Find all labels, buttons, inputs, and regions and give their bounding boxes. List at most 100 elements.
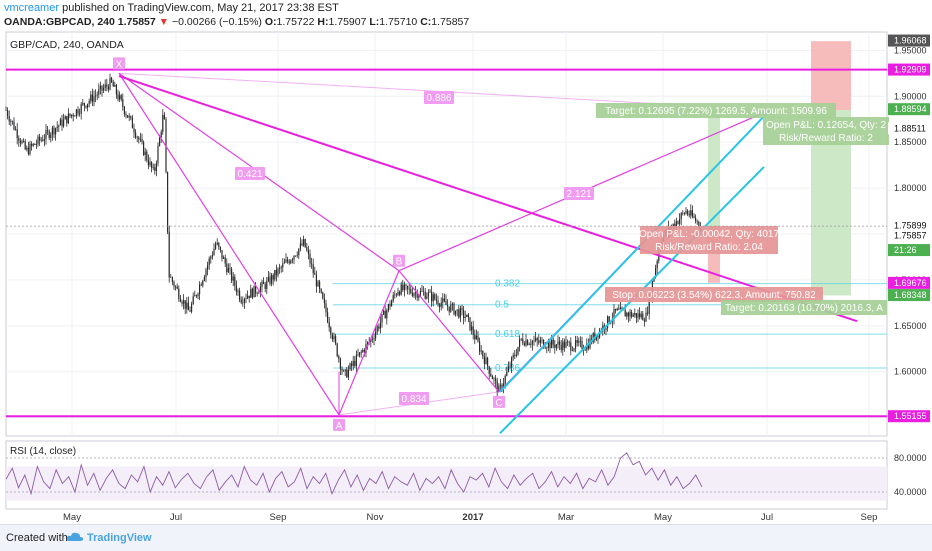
candle-body — [411, 292, 413, 296]
candle-body — [232, 276, 234, 281]
candle-body — [151, 161, 153, 168]
candle-body — [205, 269, 207, 278]
candle-body — [106, 84, 108, 87]
short-pnl-label: Open P&L: 0.12654, Qty: 2 — [766, 120, 887, 131]
candle-body — [325, 303, 327, 313]
candle-body — [629, 311, 631, 317]
author-link[interactable]: vmcreamer — [4, 2, 60, 14]
candle-body — [26, 147, 28, 150]
price-tag: 1.96068 — [894, 36, 927, 46]
candle-body — [266, 280, 268, 290]
candle-body — [493, 378, 495, 380]
candle-body — [639, 313, 641, 318]
candle-body — [531, 341, 533, 345]
candle-body — [210, 256, 212, 259]
candle-body — [455, 310, 457, 315]
candle-body — [299, 243, 301, 249]
candle-body — [440, 302, 442, 307]
candle-body — [179, 298, 181, 302]
candle-body — [127, 115, 129, 118]
candle-body — [32, 143, 34, 146]
footer-bar: Created with TradingView — [0, 524, 932, 551]
candle-body — [466, 314, 468, 317]
candle-body — [56, 126, 58, 129]
candle-body — [479, 341, 481, 352]
candle-body — [55, 128, 57, 135]
price-tag: 1.88594 — [894, 104, 927, 114]
candle-body — [43, 139, 45, 141]
candle-body — [306, 247, 308, 251]
candle-body — [357, 354, 359, 356]
candle-body — [495, 378, 497, 381]
candle-body — [317, 281, 319, 287]
candle-body — [685, 210, 687, 214]
candle-body — [619, 307, 621, 310]
candle-body — [613, 308, 615, 319]
candle-body — [343, 370, 345, 372]
y-tick-label: 1.80000 — [894, 183, 927, 193]
pattern-ratio-label: 0.886 — [426, 93, 451, 104]
candle-body — [691, 210, 693, 217]
candle-body — [418, 295, 420, 298]
candle-body — [541, 339, 543, 341]
candle-body — [242, 302, 244, 304]
candle-body — [176, 286, 178, 289]
candle-body — [349, 363, 351, 370]
candle-body — [371, 339, 373, 340]
candle-body — [563, 341, 565, 348]
candle-body — [274, 269, 276, 280]
candle-body — [642, 313, 644, 321]
candle-body — [373, 338, 375, 340]
candle-body — [160, 131, 162, 138]
candle-body — [149, 161, 151, 166]
tradingview-brand[interactable]: TradingView — [87, 532, 152, 544]
candle-body — [605, 327, 607, 330]
pattern-point-label: X — [116, 59, 123, 70]
stop-label: Stop: 0.06223 (3.54%) 622.3, Amount: 750… — [612, 290, 816, 301]
candle-body — [240, 299, 242, 303]
candle-body — [216, 242, 218, 245]
pattern-ratio-box — [424, 91, 454, 104]
candle-body — [560, 344, 562, 351]
candle-body — [687, 210, 689, 214]
candle-body — [413, 293, 415, 296]
candle-body — [301, 243, 303, 246]
target-short-label-box — [596, 103, 836, 118]
rsi-y-tick-label: 40.0000 — [894, 487, 927, 497]
y-tick-label: 1.65000 — [894, 321, 927, 331]
candle-body — [416, 291, 418, 298]
candle-body — [152, 167, 154, 168]
candle-body — [85, 105, 87, 108]
candle-body — [442, 298, 444, 303]
candle-body — [264, 283, 266, 290]
candle-body — [263, 281, 265, 284]
candle-body — [477, 335, 479, 342]
candle-body — [347, 369, 349, 378]
price-tag: 1.75857 — [894, 230, 927, 240]
candle-body — [698, 221, 700, 226]
candle-body — [426, 296, 428, 299]
candle-body — [99, 85, 101, 90]
chart-axes: 1.950001.900001.850001.800001.750001.700… — [6, 34, 930, 523]
candle-body — [341, 368, 343, 371]
candle-body — [320, 288, 322, 293]
price-tag-bg — [888, 410, 930, 423]
candle-body — [672, 223, 674, 228]
candle-body — [443, 298, 445, 301]
candle-body — [101, 85, 103, 91]
high-value: 1.75907 — [328, 16, 367, 28]
candle-body — [402, 284, 404, 291]
candle-body — [499, 384, 501, 387]
candle-body — [224, 257, 226, 264]
created-with-text: Created with — [6, 532, 68, 544]
price-tag-bg — [888, 244, 930, 257]
candle-body — [135, 132, 137, 138]
candle-body — [351, 363, 353, 366]
candle-body — [213, 248, 215, 256]
candle-body — [359, 352, 361, 356]
candle-body — [256, 293, 258, 294]
candle-body — [515, 354, 517, 356]
candle-body — [445, 300, 447, 306]
candle-body — [520, 338, 522, 340]
